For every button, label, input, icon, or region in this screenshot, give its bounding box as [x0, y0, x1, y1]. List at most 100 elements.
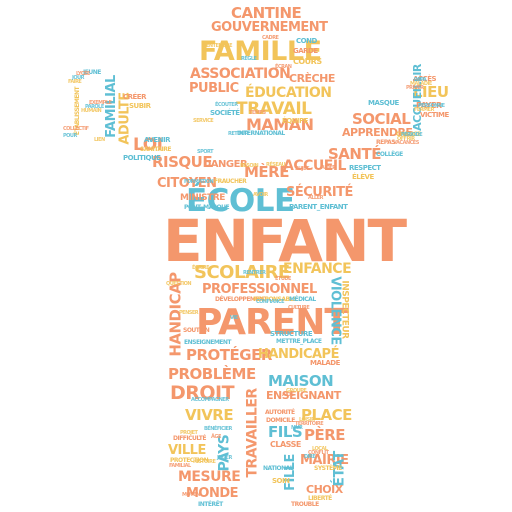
word-accueil: ACCUEIL [283, 158, 346, 174]
word-papa: PAPA [414, 77, 427, 83]
word-formation: FORMATION [184, 179, 214, 185]
word-social: SOCIAL [352, 110, 411, 128]
word-domicile: DOMICILE [266, 417, 295, 424]
word-local: LOCAL [312, 446, 328, 452]
word-collectif: COLLECTIF [63, 126, 89, 132]
word-professionnel: PROFESSIONNEL [202, 282, 317, 297]
word-travail: TRAVAIL [236, 99, 312, 119]
word-fille: FILLE [282, 454, 298, 491]
word-medical: MÉDICAL [289, 296, 316, 303]
word-gouvernement: GOUVERNEMENT [211, 20, 328, 35]
word-sanitaire: SANITAIRE [140, 146, 171, 153]
word-offrir: OFFRIR [397, 136, 415, 142]
word-travailler: TRAVAILLER [244, 388, 261, 478]
word-avenir: AVENIR [144, 136, 171, 144]
word-place: PLACE [301, 406, 352, 424]
word-besoin: BESOIN [240, 163, 259, 169]
word-vacances: VACANCES [393, 140, 419, 146]
word-scolaire: SCOLAIRE [194, 262, 290, 283]
word-eleve: ÉLÈVE [352, 173, 374, 181]
word-personne: PERSONNE [418, 103, 445, 109]
word-education: ÉDUCATION [245, 85, 332, 101]
word-enseignant: ENSEIGNANT [266, 389, 341, 402]
word-subir: SUBIR [129, 102, 151, 110]
word-moyen: MOYEN [182, 492, 200, 498]
word-temps: TEMPS [249, 110, 266, 116]
word-mesure: MESURE [178, 469, 241, 485]
word-mairie: MAIRIE [300, 453, 349, 468]
word-creer: CRÉER [123, 93, 146, 101]
word-ecouter: ÉCOUTER [215, 102, 238, 108]
word-confiance: CONFIANCE [256, 299, 285, 305]
word-systeme: SYSTÈME [314, 465, 342, 472]
word-loisir: LOISIR [299, 417, 315, 423]
word-mur: MUR [291, 425, 303, 431]
word-garde: GARDE [293, 47, 318, 55]
word-lieu: LIEU [413, 83, 449, 101]
word-etude: ÉTUDE [275, 276, 291, 282]
word-enfance: ENFANCE [283, 261, 352, 277]
word-sport: SPORT [197, 149, 214, 155]
word-mere: MÈRE [244, 163, 289, 181]
word-parole: PAROLE [85, 104, 104, 110]
word-territoire: TERRITOIRE [295, 421, 324, 427]
word-malade: MALADE [310, 359, 340, 367]
word-histoire: HISTOIRE [193, 459, 216, 465]
word-liberte: LIBERTÉ [308, 495, 332, 502]
word-cantine: CANTINE [231, 4, 302, 22]
word-conflit: CONFLIT [308, 450, 329, 456]
word-retour: RETOUR [228, 131, 248, 137]
word-difficulte: DIFFICULTÉ [173, 435, 206, 442]
word-citoyen: CITOYEN [157, 176, 217, 191]
word-parent-enfant: PARENT_ENFANT [289, 203, 348, 211]
word-chance: CHANCE [396, 131, 421, 138]
word-soin: SOIN [272, 477, 290, 485]
word-national: NATIONAL [263, 465, 294, 472]
word-loi: LOI [133, 135, 163, 155]
word-enfant: ENFANT [163, 207, 407, 275]
word-pour: POUR [63, 133, 77, 139]
word-juger: JUGER [217, 455, 232, 461]
word-association: ASSOCIATION [190, 66, 291, 82]
word-ville: VILLE [168, 443, 206, 458]
word-maison: MAISON [268, 372, 334, 390]
word-interet: INTÉRÊT [198, 501, 223, 508]
word-proteger: PROTÉGER [186, 346, 272, 364]
word-maman: MAMAN [246, 115, 314, 134]
word-aide: AIDE [282, 392, 294, 398]
word-protection: PROTECTION [170, 457, 209, 464]
word-fils: FILS [268, 423, 303, 441]
word-developpement: DÉVELOPPEMENT [215, 296, 268, 303]
word-culture: CULTURE [288, 305, 310, 311]
word-politique: POLITIQUE [123, 154, 161, 162]
word-priver: PRIVER [406, 85, 424, 91]
word-victime: VICTIME [420, 111, 449, 119]
word-payer: PAYER [416, 101, 442, 110]
word-jour: JOUR [72, 75, 85, 81]
word-aller: ALLER [308, 195, 324, 201]
word-acces: ACCÈS [413, 75, 437, 83]
word-college: COLLÈGE [376, 151, 403, 158]
word-maladie: MALADIE [410, 81, 432, 87]
word-accompagner: ACCOMPAGNER [191, 397, 229, 403]
word-familial: FAMILIAL [103, 75, 119, 138]
word-projet: PROJET [180, 430, 198, 436]
word-equipe: ÉQUIPE [282, 117, 308, 125]
word-pont-masque: PONT_MASQUE [184, 204, 230, 211]
word-creche: CRÈCHE [289, 72, 335, 85]
word-regle: RÈGLE [241, 56, 257, 62]
word-classe: CLASSE [270, 440, 301, 449]
word-cours: COURS [293, 57, 322, 66]
word-masque: MASQUE [368, 99, 399, 107]
word-rentrer: RENTRER [243, 270, 266, 276]
word-risque: RISQUE [152, 153, 213, 171]
word-ministre: MINISTRE [180, 193, 225, 203]
word-fermer: FERMER [414, 107, 434, 113]
word-lycee: LYCÉE [76, 71, 90, 77]
word-service: SERVICE [193, 118, 214, 124]
word-parent: PARENT [196, 302, 349, 343]
word-public: PUBLIC [189, 81, 239, 96]
word-pays: PAYS [216, 434, 233, 472]
word-handicape: HANDICAPÉ [258, 347, 339, 362]
